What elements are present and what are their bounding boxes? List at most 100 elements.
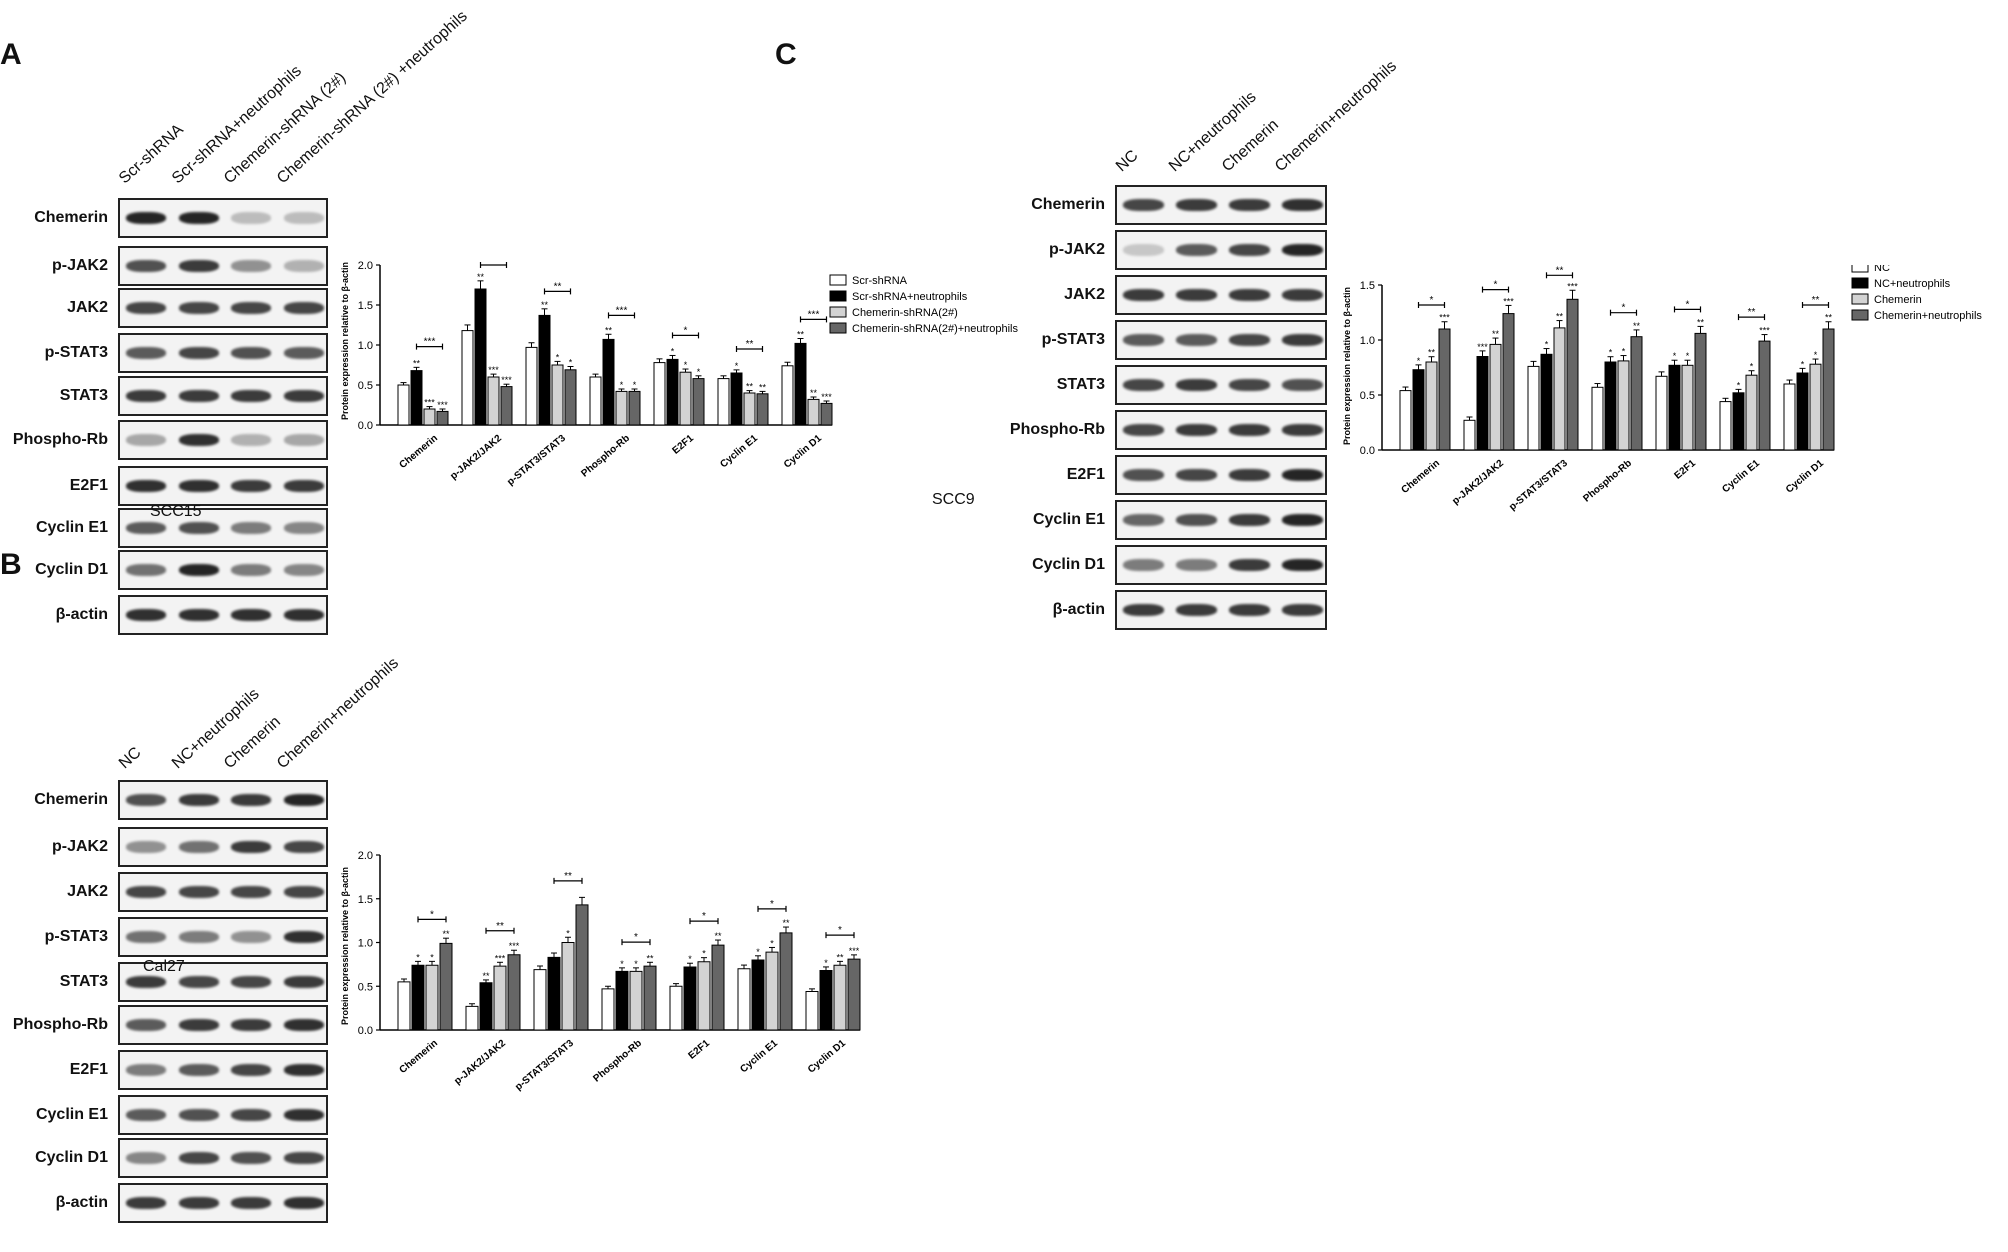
significance-star: *** bbox=[501, 375, 512, 385]
category-label: Chemerin bbox=[398, 1038, 440, 1076]
protein-band bbox=[283, 930, 324, 944]
cell-line-label-a: SCC15 bbox=[150, 503, 202, 520]
protein-band bbox=[283, 793, 324, 807]
protein-band bbox=[1282, 468, 1323, 482]
protein-band bbox=[126, 975, 167, 989]
protein-band bbox=[1176, 198, 1217, 212]
protein-band bbox=[1123, 603, 1164, 617]
protein-band bbox=[283, 259, 324, 273]
significance-star: ** bbox=[1697, 317, 1705, 327]
legend-swatch bbox=[1851, 277, 1869, 289]
blot-row-label: JAK2 bbox=[1064, 286, 1105, 303]
protein-band bbox=[126, 930, 167, 944]
blot-row-label: Chemerin bbox=[34, 791, 108, 808]
bar bbox=[410, 370, 423, 426]
bar bbox=[397, 384, 410, 426]
blot-row-label: β-actin bbox=[55, 606, 108, 623]
legend-label: NC+neutrophils bbox=[1874, 278, 1951, 290]
bar bbox=[602, 338, 615, 426]
y-tick-label: 1.5 bbox=[1360, 280, 1375, 292]
protein-band bbox=[1123, 558, 1164, 572]
significance-star: * bbox=[556, 352, 560, 362]
protein-band bbox=[1123, 288, 1164, 302]
protein-band bbox=[231, 1018, 272, 1032]
bar bbox=[551, 364, 564, 426]
blot-strip bbox=[118, 872, 328, 912]
protein-band bbox=[126, 563, 167, 577]
protein-band bbox=[1282, 513, 1323, 527]
significance-star: * bbox=[1673, 351, 1677, 361]
y-axis-label: Protein expression relative to β-actin bbox=[340, 867, 350, 1025]
bar bbox=[711, 944, 725, 1031]
bar bbox=[794, 342, 807, 426]
protein-band bbox=[1123, 468, 1164, 482]
significance-star: *** bbox=[1759, 326, 1770, 336]
blot-strip bbox=[118, 376, 328, 416]
significance-star: ** bbox=[1492, 329, 1500, 339]
condition-label: NC+neutrophils bbox=[1165, 88, 1260, 176]
blot-strip bbox=[1115, 230, 1327, 270]
blot-row-label: E2F1 bbox=[69, 477, 108, 494]
category-label: Cyclin D1 bbox=[782, 433, 824, 471]
blot-strip bbox=[1115, 185, 1327, 225]
bar bbox=[1617, 360, 1630, 451]
bar bbox=[669, 985, 683, 1031]
bar bbox=[1566, 298, 1579, 451]
category-label: p-STAT3/STAT3 bbox=[513, 1038, 576, 1093]
protein-band bbox=[1176, 378, 1217, 392]
blot-row-label: Chemerin bbox=[34, 209, 108, 226]
protein-band bbox=[231, 840, 272, 854]
blot-row-label: Phospho-Rb bbox=[12, 431, 108, 448]
panel-letter-a: A bbox=[0, 38, 22, 71]
significance-star: * bbox=[1609, 348, 1613, 358]
protein-band bbox=[178, 563, 219, 577]
protein-band bbox=[1229, 243, 1270, 257]
bracket-label: *** bbox=[424, 337, 436, 348]
category-label: E2F1 bbox=[687, 1038, 713, 1062]
protein-band bbox=[231, 433, 272, 447]
bar bbox=[628, 390, 641, 426]
bracket-label: * bbox=[684, 325, 688, 336]
bar bbox=[1668, 364, 1681, 451]
category-label: Chemerin bbox=[398, 433, 440, 471]
significance-star: *** bbox=[1567, 281, 1578, 291]
significance-star: ** bbox=[759, 382, 767, 392]
significance-star: ** bbox=[1825, 313, 1833, 323]
y-tick-label: 1.5 bbox=[358, 300, 373, 312]
category-label: Cyclin E1 bbox=[1720, 458, 1762, 496]
protein-band bbox=[126, 346, 167, 360]
cell-line-label-b: Cal27 bbox=[143, 958, 185, 975]
category-label: p-JAK2/JAK2 bbox=[448, 433, 504, 482]
protein-band bbox=[283, 1108, 324, 1122]
protein-band bbox=[178, 433, 219, 447]
legend-swatch bbox=[1851, 309, 1869, 321]
legend-label: Scr-shRNA bbox=[852, 275, 908, 287]
blot-row-label: STAT3 bbox=[1056, 376, 1105, 393]
blot-strip bbox=[118, 595, 328, 635]
bar bbox=[1655, 375, 1668, 451]
blot-row-label: Cyclin D1 bbox=[35, 561, 108, 578]
significance-star: * bbox=[756, 947, 760, 957]
bar bbox=[730, 372, 743, 426]
bracket-label: *** bbox=[808, 309, 820, 320]
bar bbox=[439, 942, 453, 1031]
bar bbox=[507, 954, 521, 1031]
bar bbox=[1796, 372, 1809, 451]
bar bbox=[805, 991, 819, 1031]
bar-chart-panel-c: 0.0 0.5 1.0 1.5 Protein expression relative … bbox=[1342, 265, 1982, 513]
bar bbox=[1553, 327, 1566, 451]
panel-letter-b: B bbox=[0, 548, 22, 581]
category-label: E2F1 bbox=[1673, 458, 1699, 482]
bar bbox=[1591, 386, 1604, 451]
blot-row-label: Cyclin E1 bbox=[35, 519, 108, 536]
blot-row-label: Phospho-Rb bbox=[1009, 421, 1105, 438]
significance-star: *** bbox=[437, 400, 448, 410]
protein-band bbox=[231, 608, 272, 622]
protein-band bbox=[283, 840, 324, 854]
bar-chart-panel-a: 0.0 0.5 1.0 1.5 2.0 Protein expression relati… bbox=[340, 260, 1018, 488]
bar bbox=[1630, 336, 1643, 451]
protein-band bbox=[283, 433, 324, 447]
protein-band bbox=[1176, 333, 1217, 347]
significance-star: * bbox=[1737, 380, 1741, 390]
significance-star: * bbox=[1686, 351, 1690, 361]
